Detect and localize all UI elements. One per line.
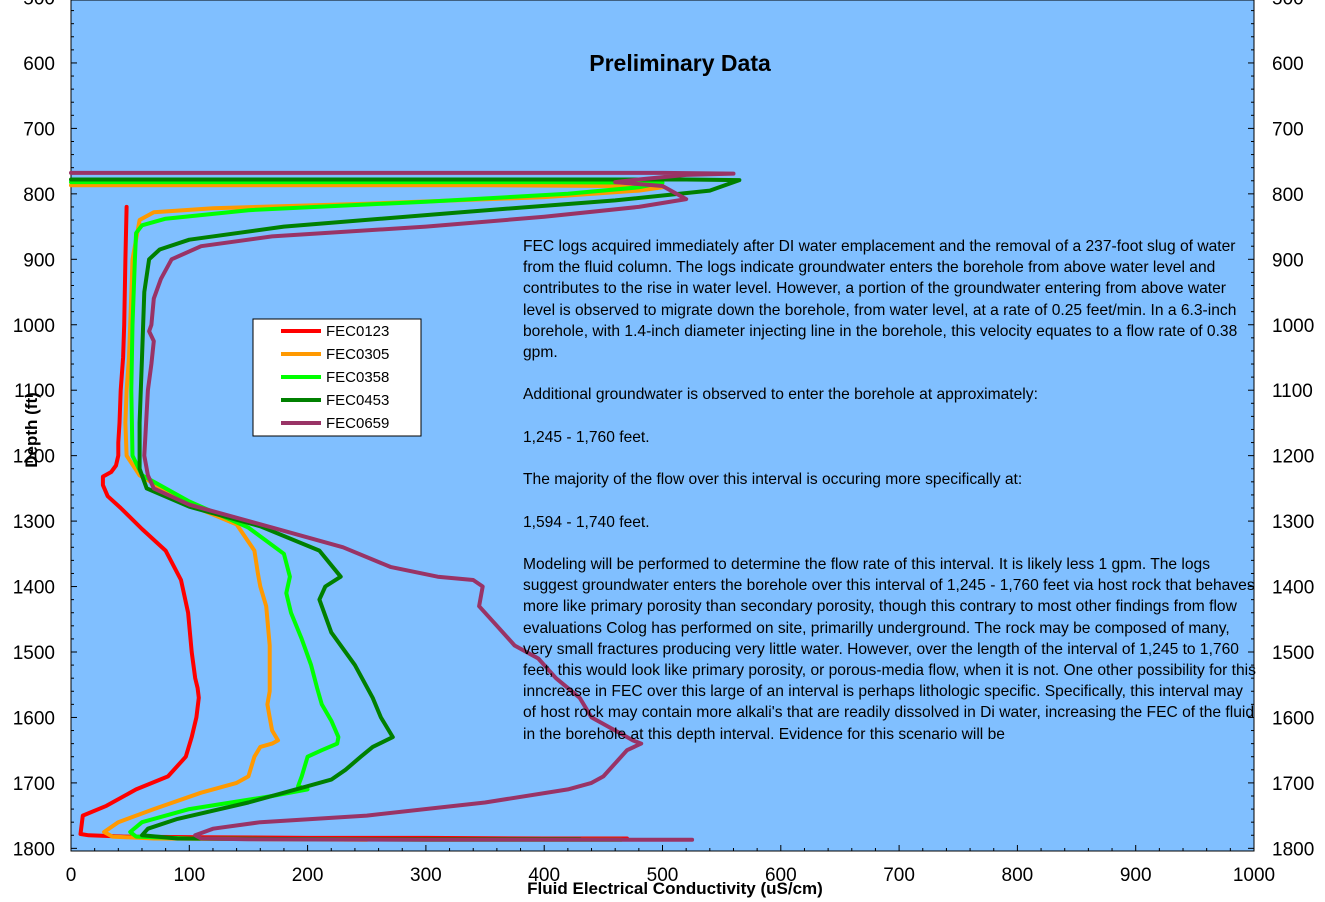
right-tick-label: 1500 [1272, 643, 1314, 664]
left-depth-axis: 500 600 700 800 900 1000 1100 1200 1300 1400 1500 1… [13, 0, 77, 860]
left-tick-label: 600 [23, 54, 55, 75]
left-tick-label: 1600 [13, 708, 55, 729]
right-tick-label: 1400 [1272, 578, 1314, 599]
annotation-paragraph: 1,245 - 1,760 feet. [523, 428, 650, 446]
chart-title: Preliminary Data [589, 50, 771, 76]
x-tick-label: 100 [173, 865, 205, 886]
series-layer [69, 170, 742, 842]
right-tick-label: 1100 [1272, 381, 1313, 402]
legend-label: FEC0453 [326, 392, 389, 409]
left-tick-label: 1100 [14, 381, 55, 402]
legend-label: FEC0305 [326, 346, 389, 363]
left-tick-label: 500 [23, 0, 55, 10]
x-tick-label: 800 [1002, 865, 1034, 886]
x-tick-label: 0 [66, 865, 77, 886]
legend-label: FEC0659 [326, 415, 389, 432]
annotation-paragraph: FEC logs acquired immediately after DI w… [523, 238, 1238, 362]
left-tick-label: 1700 [13, 774, 55, 795]
x-axis-title: Fluid Electrical Conductivity (uS/cm) [527, 879, 823, 898]
right-tick-label: 900 [1272, 250, 1304, 271]
right-tick-label: 800 [1272, 185, 1304, 206]
left-tick-label: 1800 [13, 839, 55, 860]
left-tick-label: 900 [23, 250, 55, 271]
right-tick-label: 700 [1272, 119, 1304, 140]
x-tick-label: 200 [292, 865, 324, 886]
left-tick-label: 1400 [13, 578, 55, 599]
left-tick-label: 700 [23, 119, 55, 140]
right-tick-label: 1000 [1272, 316, 1314, 337]
annotation-paragraph: The majority of the flow over this inter… [523, 471, 1023, 489]
x-tick-label: 900 [1120, 865, 1152, 886]
legend-label: FEC0123 [326, 323, 389, 340]
right-tick-label: 1200 [1272, 447, 1314, 468]
series-line-fec0123 [78, 204, 629, 841]
right-tick-label: 1800 [1272, 839, 1314, 860]
x-tick-label: 1000 [1233, 865, 1275, 886]
right-tick-label: 600 [1272, 54, 1304, 75]
annotation-paragraph: 1,594 - 1,740 feet. [523, 513, 650, 531]
x-tick-label: 500 [647, 865, 679, 886]
x-tick-label: 300 [410, 865, 442, 886]
right-tick-label: 500 [1272, 0, 1304, 10]
x-tick-label: 600 [765, 865, 797, 886]
right-tick-label: 1600 [1272, 708, 1314, 729]
series-line-fec0453 [69, 177, 742, 842]
legend-label: FEC0358 [326, 369, 389, 386]
right-tick-label: 1300 [1272, 512, 1314, 533]
y-axis-title: Depth (ft) [22, 392, 41, 468]
left-tick-label: 1300 [13, 512, 55, 533]
left-tick-label: 1500 [13, 643, 55, 664]
right-tick-label: 1700 [1272, 774, 1314, 795]
x-tick-label: 700 [883, 865, 915, 886]
x-tick-label: 400 [528, 865, 560, 886]
annotation-paragraph: Modeling will be performed to determine … [523, 555, 1256, 743]
left-tick-label: 1200 [13, 447, 55, 468]
conductivity-axis: 0 100 200 300 400 500 600 700 800 900 1000 [66, 845, 1275, 886]
annotation-paragraph: Additional groundwater is observed to en… [523, 386, 1038, 404]
series-line-fec0659 [69, 170, 736, 842]
annotation-text: FEC logs acquired immediately after DI w… [523, 236, 1258, 745]
left-tick-label: 1000 [13, 316, 55, 337]
right-depth-axis: 500 600 700 800 900 1000 1100 1200 1300 1400 1500 1… [1248, 0, 1314, 860]
legend: FEC0123 FEC0305 FEC0358 FEC0453 FEC0659 [252, 318, 422, 437]
left-tick-label: 800 [23, 185, 55, 206]
